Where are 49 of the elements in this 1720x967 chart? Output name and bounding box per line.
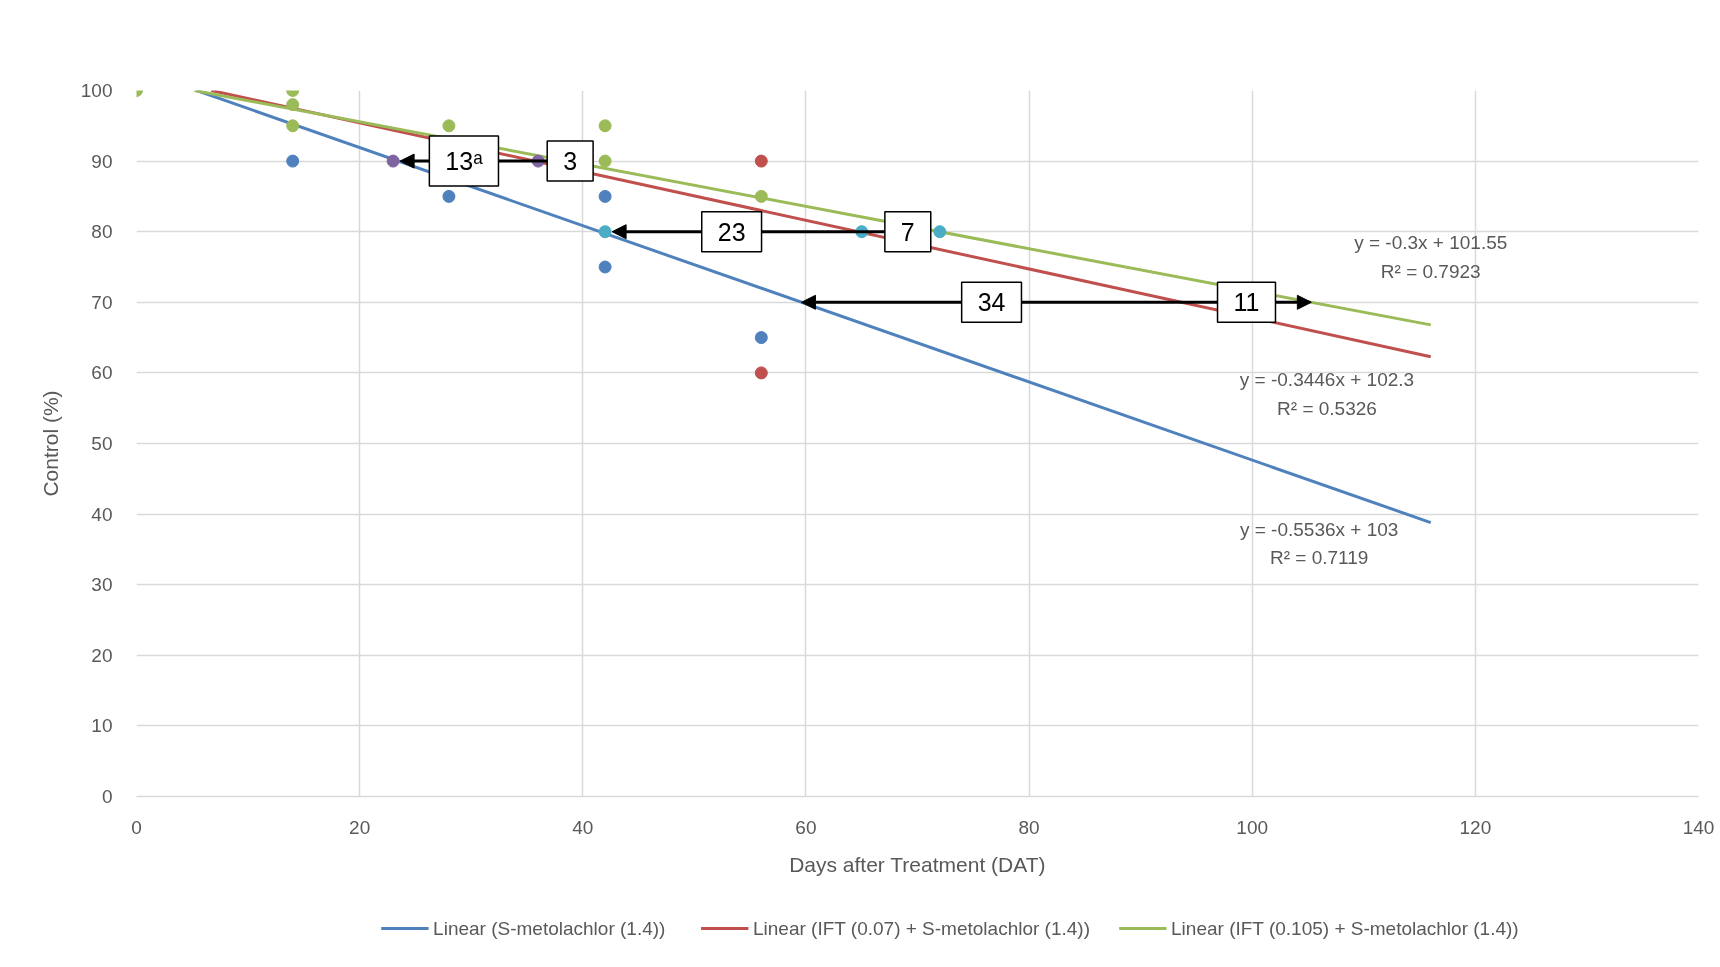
y-tick-label: 60 <box>91 362 113 384</box>
annotation: 11 <box>1233 288 1260 317</box>
annotation: 23 <box>717 217 746 246</box>
point <box>598 260 612 274</box>
point <box>754 154 768 168</box>
legend-label: Linear (S-metolachlor (1.4)) <box>433 918 666 939</box>
annotation: y = -0.5536x + 103 R² = 0.7119 <box>1239 519 1399 569</box>
y-axis-title: Control (%) <box>38 390 62 497</box>
legend-label: Linear (IFT (0.105) + S-metolachlor (1.4)) <box>1171 918 1519 939</box>
y-tick-label: 70 <box>91 291 113 313</box>
point <box>286 154 300 168</box>
point <box>598 189 612 203</box>
point <box>442 189 456 203</box>
x-tick-label: 20 <box>349 816 371 838</box>
x-tick-label: 60 <box>795 816 817 838</box>
point <box>442 119 456 133</box>
x-tick-label: 40 <box>572 816 594 838</box>
point <box>598 225 612 239</box>
x-tick-label: 80 <box>1018 816 1040 838</box>
point <box>286 98 300 112</box>
annotation: y = -0.3446x + 102.3 R² = 0.5326 <box>1239 369 1415 419</box>
point <box>754 331 768 345</box>
point <box>754 366 768 380</box>
legend-label: Linear (IFT (0.07) + S-metolachlor (1.4)) <box>752 918 1090 939</box>
point <box>754 189 768 203</box>
x-tick-label: 0 <box>131 816 142 838</box>
annotation: 13ᵃ <box>445 147 484 176</box>
y-tick-label: 90 <box>91 150 113 172</box>
x-axis-title: Days after Treatment (DAT) <box>789 852 1046 876</box>
point <box>386 154 400 168</box>
y-tick-label: 10 <box>91 715 113 737</box>
annotation: 3 <box>563 147 578 176</box>
y-tick-label: 20 <box>91 644 113 666</box>
point <box>598 154 612 168</box>
y-tick-label: 0 <box>101 786 113 807</box>
y-tick-label: 80 <box>91 221 113 243</box>
y-tick-label: 50 <box>91 433 113 454</box>
point <box>933 225 947 239</box>
annotation: 7 <box>900 217 915 246</box>
point <box>286 119 300 133</box>
annotation: y = -0.3x + 101.55 R² = 0.7923 <box>1354 232 1508 282</box>
point <box>598 119 612 133</box>
y-tick-label: 100 <box>80 80 113 101</box>
annotation: 34 <box>977 288 1006 317</box>
x-tick-label: 140 <box>1682 816 1715 838</box>
x-tick-label: 100 <box>1236 816 1269 838</box>
x-tick-label: 120 <box>1459 816 1492 838</box>
y-tick-label: 40 <box>91 503 113 525</box>
y-tick-label: 30 <box>91 574 113 596</box>
